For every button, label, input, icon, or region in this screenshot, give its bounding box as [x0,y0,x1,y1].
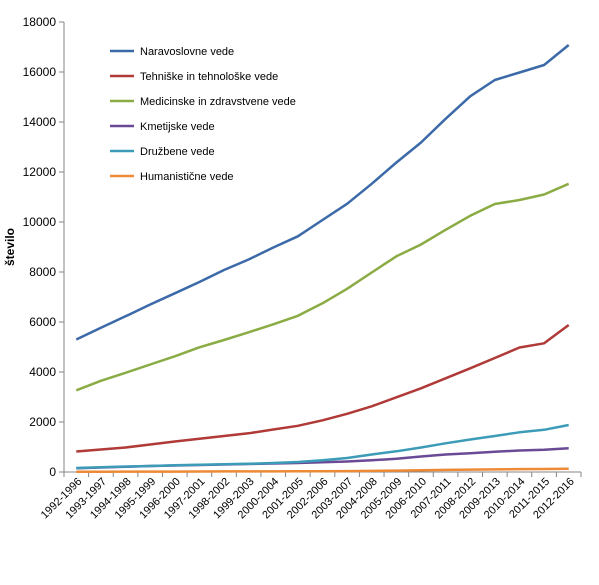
y-tick-label: 8000 [29,265,56,279]
axes-layer: 0 2000 4000 6000 8000 10000 12000 14000 16000 180… [23,15,582,521]
y-tick-label: 12000 [23,165,57,179]
y-tick-label: 14000 [23,115,57,129]
legend: Naravoslovne vede Tehniške in tehnološke … [110,46,296,183]
y-tick-label: 4000 [29,365,56,379]
y-tick-label: 2000 [29,415,56,429]
legend-label: Humanistične vede [140,171,234,183]
series-line-3 [75,182,570,392]
legend-label: Kmetijske vede [140,121,215,133]
series-line-5 [76,423,569,470]
series-lines-layer [75,44,570,474]
series-line-2 [76,323,570,453]
y-tick-label: 0 [49,465,56,479]
y-axis-title: število [3,228,17,266]
y-tick-label: 6000 [29,315,56,329]
series-line-6 [76,467,569,474]
y-tick-label: 18000 [23,15,57,29]
series-line-1 [75,44,570,341]
legend-label: Medicinske in zdravstvene vede [140,96,296,108]
legend-label: Naravoslovne vede [140,46,234,58]
y-tick-label: 16000 [23,65,57,79]
legend-label: Družbene vede [140,146,215,158]
legend-label: Tehniške in tehnološke vede [140,71,278,83]
y-tick-label: 10000 [23,215,57,229]
